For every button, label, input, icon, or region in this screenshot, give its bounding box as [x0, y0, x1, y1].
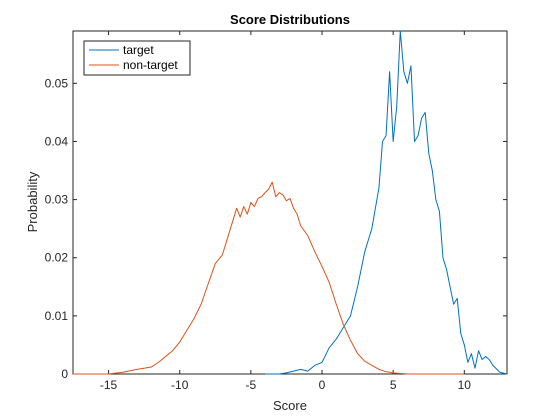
y-tick-label: 0: [61, 367, 68, 381]
x-axis-ticks: -15 -10 -5 0 5 10: [100, 31, 471, 392]
plot-area: [72, 30, 508, 375]
chart-title: Score Distributions: [230, 12, 350, 27]
series-layer: [73, 30, 508, 375]
series-line-non-target: [73, 181, 465, 375]
x-tick-label: 5: [390, 378, 397, 392]
y-tick-label: 0.02: [45, 251, 69, 265]
x-axis-label: Score: [273, 398, 307, 413]
legend-label-target: target: [123, 43, 154, 57]
x-tick-label: -10: [171, 378, 189, 392]
x-tick-label: 0: [319, 378, 326, 392]
legend-label-non-target: non-target: [123, 58, 178, 72]
y-axis-ticks: 0 0.01 0.02 0.03 0.04 0.05: [45, 76, 507, 381]
y-axis-label: Probability: [25, 171, 40, 232]
x-tick-label: -5: [246, 378, 257, 392]
legend: target non-target: [83, 40, 191, 76]
x-tick-label: 10: [458, 378, 472, 392]
y-tick-label: 0.04: [45, 134, 69, 148]
y-tick-label: 0.01: [45, 309, 69, 323]
legend-box: [83, 40, 191, 76]
series-line-target: [265, 30, 508, 375]
x-tick-label: -15: [100, 378, 118, 392]
y-tick-label: 0.05: [45, 76, 69, 90]
y-tick-label: 0.03: [45, 193, 69, 207]
